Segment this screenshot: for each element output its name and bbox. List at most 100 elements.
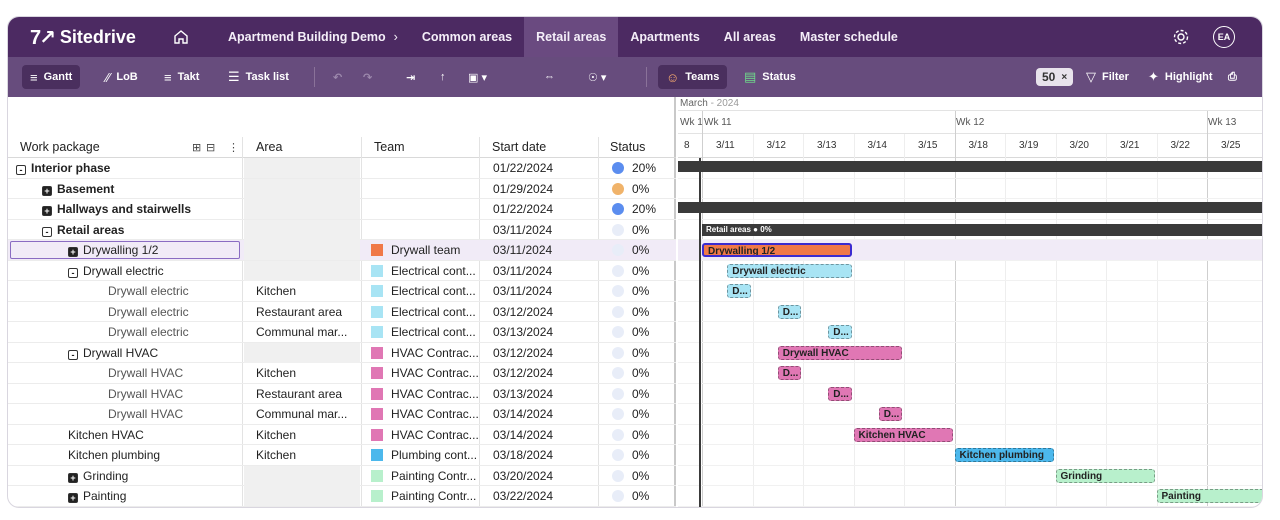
table-row[interactable]: Kitchen plumbing Kitchen Plumbing cont... 0… [8,445,676,466]
team-cell[interactable] [363,179,479,199]
team-cell[interactable]: HVAC Contrac... [363,363,479,383]
expand-icon[interactable]: + [68,493,78,503]
nav-tab-common-areas[interactable]: Common areas [410,17,524,57]
table-row[interactable]: Drywall electric Kitchen Electrical cont..… [8,281,676,302]
area-cell[interactable]: Kitchen [244,425,360,445]
start-date-cell[interactable]: 03/18/2024 [481,445,598,465]
zoom-fit-icon[interactable]: ▣ ▾ [468,71,487,84]
area-cell[interactable] [244,240,360,260]
start-date-cell[interactable]: 03/14/2024 [481,425,598,445]
work-package-cell[interactable]: Drywall HVAC [8,384,242,404]
team-cell[interactable]: HVAC Contrac... [363,343,479,363]
takt-view-button[interactable]: ≡ Takt [164,65,199,89]
gantt-bar[interactable]: Grinding [1055,468,1155,483]
team-cell[interactable]: Painting Contr... [363,466,479,486]
start-date-cell[interactable]: 03/22/2024 [481,486,598,506]
work-package-cell[interactable]: + Basement [8,179,242,199]
start-date-cell[interactable]: 03/11/2024 [481,240,598,260]
status-cell[interactable]: 0% [600,466,676,486]
work-package-cell[interactable]: - Drywall electric [8,261,242,281]
team-cell[interactable]: Electrical cont... [363,302,479,322]
start-date-cell[interactable]: 01/22/2024 [481,199,598,219]
table-row[interactable]: - Drywall electric Electrical cont... 03/11… [8,260,676,281]
gantt-bar[interactable]: Drywall HVAC [777,345,902,360]
work-package-cell[interactable]: Drywall HVAC [8,363,242,383]
gantt-bar[interactable]: D... [777,304,801,319]
team-cell[interactable]: Painting Contr... [363,486,479,506]
work-package-cell[interactable]: Drywall electric [8,302,242,322]
table-row[interactable]: + Hallways and stairwells 01/22/2024 20% [8,199,676,220]
col-status[interactable]: Status [610,140,646,154]
area-cell[interactable] [244,260,360,281]
area-cell[interactable]: Kitchen [244,445,360,465]
collapse-icon[interactable]: - [68,267,78,278]
table-row[interactable]: Drywall HVAC Kitchen HVAC Contrac... 03/12/… [8,363,676,384]
highlight-button[interactable]: ✦ Highlight [1148,65,1213,89]
gantt-bar[interactable]: Drywalling 1/2 [702,243,852,257]
start-date-cell[interactable]: 03/11/2024 [481,281,598,301]
summary-bar[interactable] [678,202,1262,213]
gantt-bar[interactable]: Drywall electric [727,263,852,278]
col-work-package[interactable]: Work package [20,140,100,154]
gantt-bar[interactable]: Kitchen HVAC [853,427,953,442]
table-row[interactable]: + Painting Painting Contr... 03/22/2024 0% [8,486,676,507]
logo[interactable]: 7↗ Sitedrive [30,25,136,49]
col-team[interactable]: Team [374,140,405,154]
team-cell[interactable]: Electrical cont... [363,261,479,281]
nav-tab-apartmend-building-demo[interactable]: Apartmend Building Demo › [216,17,410,57]
table-row[interactable]: Drywall electric Restaurant area Electrica… [8,302,676,322]
team-cell[interactable] [363,199,479,219]
area-cell[interactable] [244,178,360,199]
filter-button[interactable]: ▽ Filter [1086,65,1129,89]
status-cell[interactable]: 0% [600,240,676,260]
work-package-cell[interactable]: Kitchen plumbing [8,445,242,465]
start-date-cell[interactable]: 01/29/2024 [481,179,598,199]
start-date-cell[interactable]: 03/12/2024 [481,363,598,383]
start-date-cell[interactable]: 03/13/2024 [481,384,598,404]
redo-icon[interactable]: ↷ [363,71,373,84]
team-cell[interactable]: Plumbing cont... [363,445,479,465]
area-cell[interactable]: Kitchen [244,363,360,383]
table-row[interactable]: - Drywall HVAC HVAC Contrac... 03/12/2024 0% [8,342,676,363]
area-cell[interactable]: Restaurant area [244,384,360,404]
start-date-cell[interactable]: 03/12/2024 [481,343,598,363]
zoom-chip[interactable]: 50 × [1036,65,1074,89]
expand-all-icon[interactable]: ⊞ [192,142,202,154]
gantt-bar[interactable]: D... [828,325,852,339]
nav-tab-apartments[interactable]: Apartments [618,17,711,57]
status-cell[interactable]: 0% [600,220,676,240]
print-icon[interactable]: ⎙ [1228,70,1237,83]
gantt-view-button[interactable]: ≡ Gantt [22,65,81,89]
work-package-cell[interactable]: - Interior phase [8,158,242,178]
retail-summary-bar[interactable]: Retail areas ● 0% [702,223,1262,236]
table-row[interactable]: Kitchen HVAC Kitchen HVAC Contrac... 03/14/… [8,425,676,445]
table-row[interactable]: + Drywalling 1/2 Drywall team 03/11/2024 0% [8,240,676,261]
status-cell[interactable]: 0% [600,281,676,301]
start-date-cell[interactable]: 01/22/2024 [481,158,598,178]
area-cell[interactable] [244,342,360,363]
zoom-clear-icon[interactable]: × [1061,71,1068,83]
col-area[interactable]: Area [256,140,283,154]
status-cell[interactable]: 0% [600,179,676,199]
team-cell[interactable]: HVAC Contrac... [363,384,479,404]
area-cell[interactable]: Communal mar... [244,322,360,342]
collapse-all-icon[interactable]: ⊟ [206,142,216,154]
status-cell[interactable]: 0% [600,425,676,445]
work-package-cell[interactable]: - Drywall HVAC [8,343,242,363]
area-cell[interactable] [244,465,360,486]
gantt-bar[interactable]: D... [777,366,801,380]
table-row[interactable]: - Interior phase 01/22/2024 20% [8,158,676,179]
gear-icon[interactable] [1172,28,1190,46]
team-cell[interactable] [363,158,479,178]
collapse-icon[interactable]: - [16,165,26,175]
task-list-view-button[interactable]: ☰ Task list [228,65,289,89]
table-row[interactable]: Drywall HVAC Communal mar... HVAC Contrac.… [8,404,676,425]
area-cell[interactable] [244,158,360,178]
expand-icon[interactable]: + [68,472,78,483]
undo-icon[interactable]: ↶ [333,71,343,84]
area-cell[interactable]: Kitchen [244,281,360,301]
area-cell[interactable]: Communal mar... [244,404,360,424]
work-package-cell[interactable]: - Retail areas [8,220,242,240]
team-cell[interactable]: HVAC Contrac... [363,425,479,445]
table-row[interactable]: Drywall HVAC Restaurant area HVAC Contrac.… [8,384,676,404]
